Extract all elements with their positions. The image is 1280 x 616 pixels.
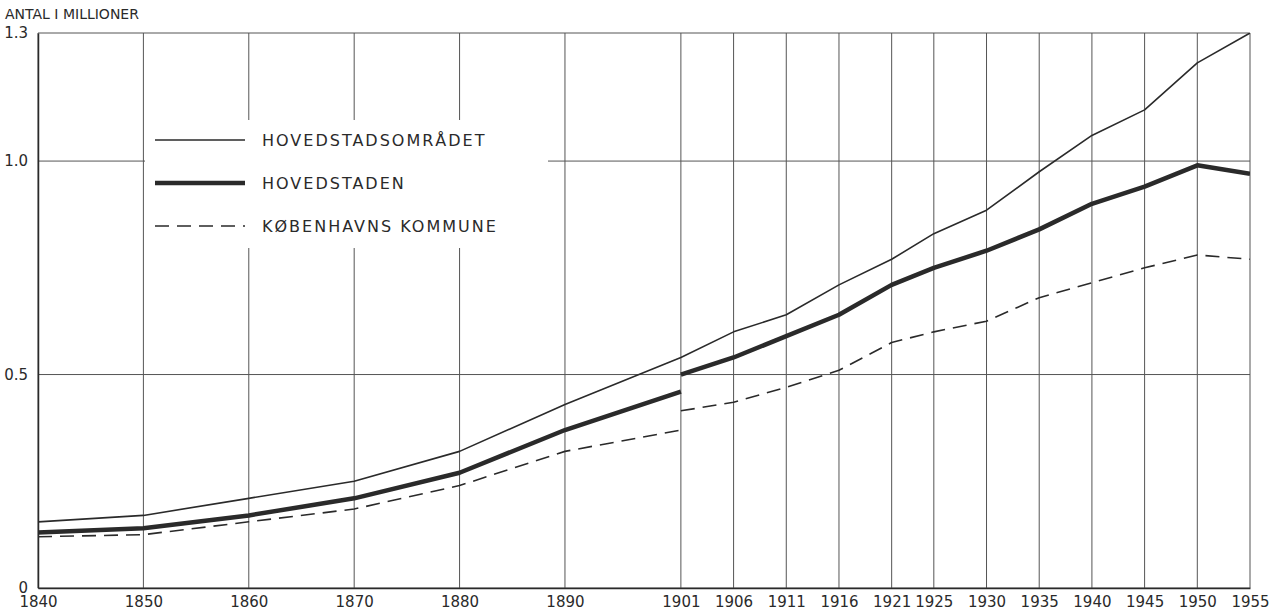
tick: 1890 xyxy=(546,588,584,611)
grid-line-x xyxy=(680,33,681,588)
tick: 1.3 xyxy=(4,24,38,42)
tick: 1930 xyxy=(968,588,1006,611)
grid-line-x xyxy=(733,33,734,588)
tick-label: 1945 xyxy=(1126,593,1164,611)
tick-label: 1880 xyxy=(441,593,479,611)
grid-line-x xyxy=(1250,33,1251,588)
tick: 1935 xyxy=(1021,588,1059,611)
chart: 1840185018601870188018901901190619111916… xyxy=(0,0,1280,616)
tick: 1880 xyxy=(441,588,479,611)
tick-label: 1890 xyxy=(546,593,584,611)
tick-label: 1930 xyxy=(968,593,1006,611)
legend-swatch xyxy=(155,181,245,186)
tick: 1911 xyxy=(768,588,806,611)
grid-line-x xyxy=(1197,33,1198,588)
grid-line-x xyxy=(1039,33,1040,588)
grid-line-y xyxy=(38,33,1250,34)
tick: 1916 xyxy=(820,588,858,611)
tick-label: 1.3 xyxy=(4,24,28,42)
series-line xyxy=(38,255,1250,537)
tick: 1921 xyxy=(873,588,911,611)
grid-line-x xyxy=(1091,33,1092,588)
tick-label: 1916 xyxy=(820,593,858,611)
grid-line-x xyxy=(143,33,144,588)
grid-line-x xyxy=(459,33,460,588)
grid-line-x xyxy=(354,33,355,588)
series-line xyxy=(38,33,1250,522)
tick: 1906 xyxy=(715,588,753,611)
tick-label: 1870 xyxy=(336,593,374,611)
legend-label: HOVEDSTADEN xyxy=(262,174,406,193)
tick-label: 1955 xyxy=(1231,593,1269,611)
tick-label: 1925 xyxy=(915,593,953,611)
tick: 1901 xyxy=(662,588,700,611)
x-axis: 1840185018601870188018901901190619111916… xyxy=(19,588,1269,611)
tick-label: 1950 xyxy=(1179,593,1217,611)
grid-line-x xyxy=(986,33,987,588)
legend-swatch xyxy=(155,225,245,227)
tick-label: 1.0 xyxy=(4,152,28,170)
legend-swatch xyxy=(155,139,245,141)
tick: 1925 xyxy=(915,588,953,611)
tick: 0.5 xyxy=(4,366,38,384)
legend-label: HOVEDSTADSOMRÅDET xyxy=(262,131,487,150)
grid-line-y xyxy=(38,374,1250,375)
y-axis: 0 0.5 1.0 1.3 xyxy=(4,24,38,597)
grid-line-x xyxy=(1144,33,1145,588)
tick: 1850 xyxy=(125,588,163,611)
grid-line-x xyxy=(564,33,565,588)
tick: 1945 xyxy=(1126,588,1164,611)
y-axis-title: ANTAL I MILLIONER xyxy=(5,6,139,22)
tick-label: 1921 xyxy=(873,593,911,611)
tick-label: 1940 xyxy=(1073,593,1111,611)
grid-line-x xyxy=(38,33,39,588)
legend: HOVEDSTADSOMRÅDET HOVEDSTADEN KØBENHAVNS K… xyxy=(145,120,548,248)
tick-label: 1935 xyxy=(1021,593,1059,611)
tick-label: 1906 xyxy=(715,593,753,611)
tick: 1860 xyxy=(230,588,268,611)
plot-area xyxy=(38,33,1250,537)
grid xyxy=(38,33,1250,588)
tick: 1870 xyxy=(336,588,374,611)
grid-line-x xyxy=(838,33,839,588)
grid-line-y xyxy=(38,588,1250,589)
legend-label: KØBENHAVNS KOMMUNE xyxy=(262,217,498,236)
grid-line-x xyxy=(248,33,249,588)
tick-label: 0 xyxy=(18,579,28,597)
tick-label: 1901 xyxy=(662,593,700,611)
axis-line xyxy=(38,34,40,589)
tick: 0 xyxy=(18,579,38,597)
legend-background xyxy=(145,120,548,248)
grid-line-x xyxy=(786,33,787,588)
tick-label: 0.5 xyxy=(4,366,28,384)
tick: 1950 xyxy=(1179,588,1217,611)
tick: 1.0 xyxy=(4,152,38,170)
tick: 1955 xyxy=(1231,588,1269,611)
tick-label: 1860 xyxy=(230,593,268,611)
grid-line-x xyxy=(891,33,892,588)
axis-line xyxy=(39,588,1251,590)
tick: 1940 xyxy=(1073,588,1111,611)
tick-label: 1850 xyxy=(125,593,163,611)
grid-line-x xyxy=(933,33,934,588)
tick-label: 1911 xyxy=(768,593,806,611)
